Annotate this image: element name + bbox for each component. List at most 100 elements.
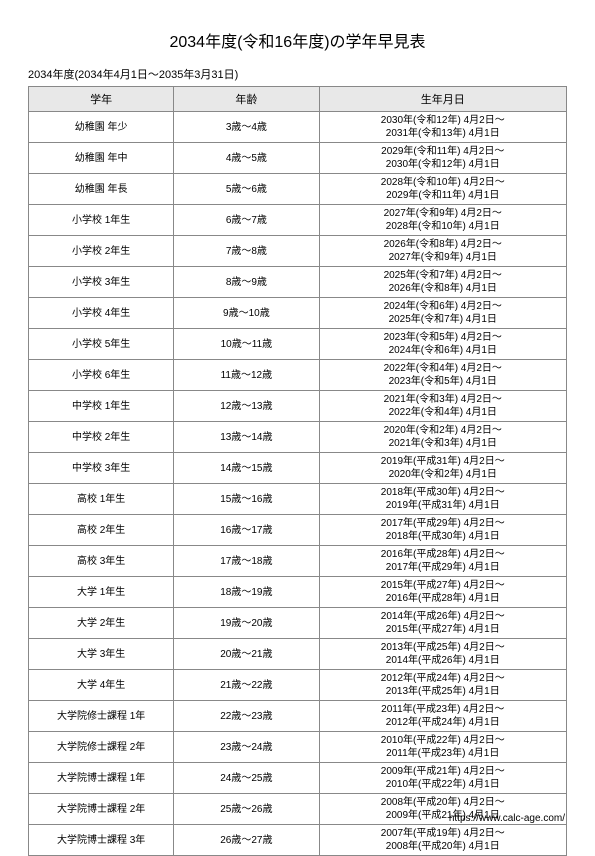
cell-grade: 大学院修士課程 2年 [29, 732, 174, 763]
cell-age: 12歳～13歳 [174, 391, 319, 422]
table-row: 大学院修士課程 2年23歳～24歳2010年(平成22年) 4月2日～2011年… [29, 732, 567, 763]
cell-dob: 2017年(平成29年) 4月2日～2018年(平成30年) 4月1日 [319, 515, 567, 546]
dob-to: 2011年(平成23年) 4月1日 [320, 747, 567, 760]
dob-to: 2030年(令和12年) 4月1日 [320, 158, 567, 171]
dob-from: 2020年(令和2年) 4月2日～ [320, 424, 567, 437]
dob-from: 2013年(平成25年) 4月2日～ [320, 641, 567, 654]
dob-to: 2031年(令和13年) 4月1日 [320, 127, 567, 140]
dob-from: 2015年(平成27年) 4月2日～ [320, 579, 567, 592]
table-row: 小学校 4年生9歳～10歳2024年(令和6年) 4月2日～2025年(令和7年… [29, 298, 567, 329]
cell-age: 4歳～5歳 [174, 143, 319, 174]
cell-grade: 小学校 2年生 [29, 236, 174, 267]
page-title: 2034年度(令和16年度)の学年早見表 [28, 28, 567, 52]
dob-from: 2029年(令和11年) 4月2日～ [320, 145, 567, 158]
cell-grade: 小学校 4年生 [29, 298, 174, 329]
col-header-age: 年齢 [174, 87, 319, 112]
cell-dob: 2026年(令和8年) 4月2日～2027年(令和9年) 4月1日 [319, 236, 567, 267]
dob-to: 2020年(令和2年) 4月1日 [320, 468, 567, 481]
cell-age: 26歳～27歳 [174, 825, 319, 856]
table-row: 小学校 1年生6歳～7歳2027年(令和9年) 4月2日～2028年(令和10年… [29, 205, 567, 236]
cell-grade: 中学校 2年生 [29, 422, 174, 453]
cell-age: 21歳～22歳 [174, 670, 319, 701]
dob-to: 2016年(平成28年) 4月1日 [320, 592, 567, 605]
dob-from: 2007年(平成19年) 4月2日～ [320, 827, 567, 840]
cell-age: 8歳～9歳 [174, 267, 319, 298]
cell-age: 17歳～18歳 [174, 546, 319, 577]
cell-age: 23歳～24歳 [174, 732, 319, 763]
cell-dob: 2028年(令和10年) 4月2日～2029年(令和11年) 4月1日 [319, 174, 567, 205]
table-row: 大学 1年生18歳～19歳2015年(平成27年) 4月2日～2016年(平成2… [29, 577, 567, 608]
cell-grade: 幼稚園 年少 [29, 112, 174, 143]
cell-grade: 高校 1年生 [29, 484, 174, 515]
dob-to: 2029年(令和11年) 4月1日 [320, 189, 567, 202]
cell-dob: 2012年(平成24年) 4月2日～2013年(平成25年) 4月1日 [319, 670, 567, 701]
col-header-grade: 学年 [29, 87, 174, 112]
cell-dob: 2029年(令和11年) 4月2日～2030年(令和12年) 4月1日 [319, 143, 567, 174]
cell-age: 22歳～23歳 [174, 701, 319, 732]
dob-to: 2026年(令和8年) 4月1日 [320, 282, 567, 295]
cell-grade: 大学院博士課程 3年 [29, 825, 174, 856]
dob-to: 2014年(平成26年) 4月1日 [320, 654, 567, 667]
dob-to: 2027年(令和9年) 4月1日 [320, 251, 567, 264]
cell-grade: 小学校 3年生 [29, 267, 174, 298]
cell-grade: 大学院博士課程 1年 [29, 763, 174, 794]
cell-age: 3歳～4歳 [174, 112, 319, 143]
cell-age: 16歳～17歳 [174, 515, 319, 546]
cell-dob: 2009年(平成21年) 4月2日～2010年(平成22年) 4月1日 [319, 763, 567, 794]
table-row: 中学校 2年生13歳～14歳2020年(令和2年) 4月2日～2021年(令和3… [29, 422, 567, 453]
col-header-dob: 生年月日 [319, 87, 567, 112]
cell-dob: 2023年(令和5年) 4月2日～2024年(令和6年) 4月1日 [319, 329, 567, 360]
cell-age: 13歳～14歳 [174, 422, 319, 453]
cell-age: 5歳～6歳 [174, 174, 319, 205]
dob-from: 2009年(平成21年) 4月2日～ [320, 765, 567, 778]
dob-from: 2026年(令和8年) 4月2日～ [320, 238, 567, 251]
dob-from: 2016年(平成28年) 4月2日～ [320, 548, 567, 561]
cell-age: 20歳～21歳 [174, 639, 319, 670]
dob-to: 2028年(令和10年) 4月1日 [320, 220, 567, 233]
table-row: 大学 4年生21歳～22歳2012年(平成24年) 4月2日～2013年(平成2… [29, 670, 567, 701]
dob-to: 2010年(平成22年) 4月1日 [320, 778, 567, 791]
cell-dob: 2024年(令和6年) 4月2日～2025年(令和7年) 4月1日 [319, 298, 567, 329]
table-row: 中学校 1年生12歳～13歳2021年(令和3年) 4月2日～2022年(令和4… [29, 391, 567, 422]
table-row: 小学校 6年生11歳～12歳2022年(令和4年) 4月2日～2023年(令和5… [29, 360, 567, 391]
cell-grade: 小学校 1年生 [29, 205, 174, 236]
table-row: 幼稚園 年少3歳～4歳2030年(令和12年) 4月2日～2031年(令和13年… [29, 112, 567, 143]
cell-grade: 大学院博士課程 2年 [29, 794, 174, 825]
cell-grade: 小学校 5年生 [29, 329, 174, 360]
cell-grade: 幼稚園 年長 [29, 174, 174, 205]
table-row: 小学校 3年生8歳～9歳2025年(令和7年) 4月2日～2026年(令和8年)… [29, 267, 567, 298]
dob-to: 2024年(令和6年) 4月1日 [320, 344, 567, 357]
dob-to: 2025年(令和7年) 4月1日 [320, 313, 567, 326]
table-row: 高校 1年生15歳～16歳2018年(平成30年) 4月2日～2019年(平成3… [29, 484, 567, 515]
dob-to: 2017年(平成29年) 4月1日 [320, 561, 567, 574]
cell-dob: 2019年(平成31年) 4月2日～2020年(令和2年) 4月1日 [319, 453, 567, 484]
cell-dob: 2020年(令和2年) 4月2日～2021年(令和3年) 4月1日 [319, 422, 567, 453]
cell-grade: 大学院修士課程 1年 [29, 701, 174, 732]
grade-table: 学年 年齢 生年月日 幼稚園 年少3歳～4歳2030年(令和12年) 4月2日～… [28, 86, 567, 856]
table-row: 中学校 3年生14歳～15歳2019年(平成31年) 4月2日～2020年(令和… [29, 453, 567, 484]
dob-from: 2019年(平成31年) 4月2日～ [320, 455, 567, 468]
cell-dob: 2018年(平成30年) 4月2日～2019年(平成31年) 4月1日 [319, 484, 567, 515]
dob-from: 2027年(令和9年) 4月2日～ [320, 207, 567, 220]
dob-to: 2018年(平成30年) 4月1日 [320, 530, 567, 543]
cell-grade: 中学校 1年生 [29, 391, 174, 422]
table-row: 高校 2年生16歳～17歳2017年(平成29年) 4月2日～2018年(平成3… [29, 515, 567, 546]
table-row: 大学院博士課程 1年24歳～25歳2009年(平成21年) 4月2日～2010年… [29, 763, 567, 794]
cell-dob: 2011年(平成23年) 4月2日～2012年(平成24年) 4月1日 [319, 701, 567, 732]
cell-age: 19歳～20歳 [174, 608, 319, 639]
table-row: 大学院博士課程 3年26歳～27歳2007年(平成19年) 4月2日～2008年… [29, 825, 567, 856]
cell-dob: 2013年(平成25年) 4月2日～2014年(平成26年) 4月1日 [319, 639, 567, 670]
cell-dob: 2014年(平成26年) 4月2日～2015年(平成27年) 4月1日 [319, 608, 567, 639]
cell-age: 6歳～7歳 [174, 205, 319, 236]
cell-age: 7歳～8歳 [174, 236, 319, 267]
dob-to: 2021年(令和3年) 4月1日 [320, 437, 567, 450]
dob-from: 2028年(令和10年) 4月2日～ [320, 176, 567, 189]
cell-dob: 2027年(令和9年) 4月2日～2028年(令和10年) 4月1日 [319, 205, 567, 236]
table-row: 小学校 5年生10歳～11歳2023年(令和5年) 4月2日～2024年(令和6… [29, 329, 567, 360]
cell-dob: 2007年(平成19年) 4月2日～2008年(平成20年) 4月1日 [319, 825, 567, 856]
cell-dob: 2016年(平成28年) 4月2日～2017年(平成29年) 4月1日 [319, 546, 567, 577]
dob-to: 2015年(平成27年) 4月1日 [320, 623, 567, 636]
cell-age: 15歳～16歳 [174, 484, 319, 515]
table-row: 小学校 2年生7歳～8歳2026年(令和8年) 4月2日～2027年(令和9年)… [29, 236, 567, 267]
dob-from: 2014年(平成26年) 4月2日～ [320, 610, 567, 623]
